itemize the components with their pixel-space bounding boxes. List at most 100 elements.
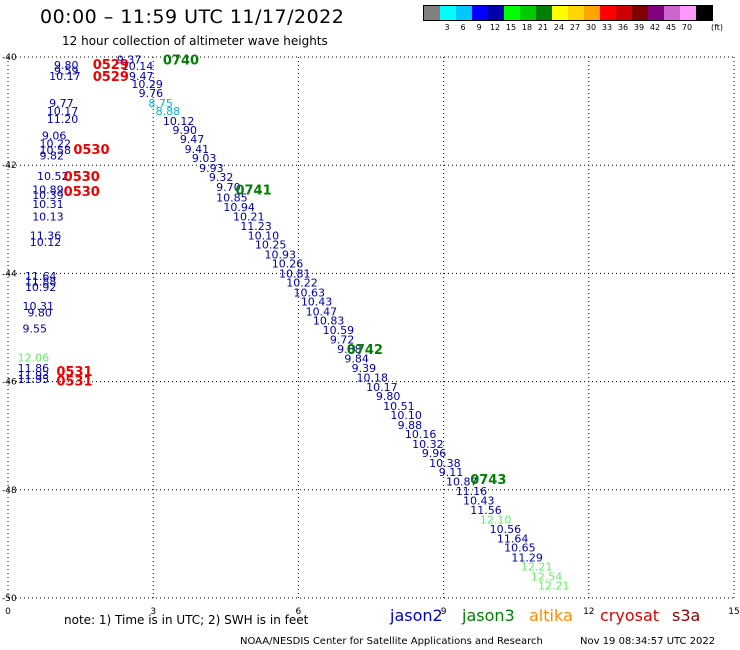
wave-height-point: 10.56 (490, 523, 521, 536)
wave-height-point: 9.96 (422, 447, 447, 460)
wave-height-point: 10.14 (122, 60, 153, 73)
wave-height-point: 10.65 (504, 542, 535, 555)
wave-height-point: 10.47 (306, 305, 338, 318)
legend-s3a: s3a (672, 606, 701, 625)
wave-height-point: 10.10 (390, 409, 422, 422)
chart-subtitle: 12 hour collection of altimeter wave hei… (62, 34, 328, 48)
pass-time-label: 0529 (93, 58, 129, 73)
legend-label: 33 (601, 23, 613, 32)
wave-height-point: 11.56 (470, 504, 502, 517)
legend-swatch (568, 6, 584, 20)
wave-height-point: 9.88 (398, 419, 423, 432)
wave-height-point: 9.80 (54, 59, 78, 72)
wave-height-point: 12.21 (538, 580, 570, 593)
wave-height-point: 10.92 (25, 281, 57, 294)
wave-height-point: 9.84 (344, 352, 369, 365)
wave-height-point: 10.31 (23, 300, 55, 313)
wave-height-point: 9.93 (199, 162, 224, 175)
wave-height-point: 10.32 (412, 438, 444, 451)
wave-height-point: 10.81 (279, 267, 311, 280)
wave-height-point: 11.93 (18, 369, 50, 382)
wave-height-point: 10.29 (131, 78, 163, 91)
legend-label: 18 (521, 23, 533, 32)
x-tick-label: 9 (441, 607, 447, 617)
legend-label: 27 (569, 23, 581, 32)
wave-height-point: 12.54 (531, 570, 563, 583)
wave-height-point: 11.88 (25, 276, 57, 289)
wave-height-point: 10.43 (301, 296, 333, 309)
legend-swatch (504, 6, 520, 20)
legend-swatch (632, 6, 648, 20)
wave-height-point: 9.03 (192, 152, 217, 165)
wave-height-point: 11.29 (511, 551, 543, 564)
wave-height-point: 10.87 (446, 476, 478, 489)
pass-time-label: 0741 (235, 184, 271, 199)
wave-height-point: 11.20 (47, 113, 79, 126)
wave-height-point: 9.32 (209, 171, 234, 184)
wave-height-point: 10.63 (294, 286, 326, 299)
legend-label: 6 (460, 23, 466, 32)
pass-time-label: 0743 (470, 473, 506, 488)
wave-height-point: 12.21 (521, 561, 553, 574)
wave-height-point: 10.39 (32, 189, 64, 202)
wave-height-point: 10.83 (313, 314, 345, 327)
legend-label: 9 (476, 23, 482, 32)
y-tick-label: -50 (2, 594, 17, 604)
wave-height-point: 10.22 (286, 277, 318, 290)
wave-height-point: 10.26 (272, 258, 304, 271)
x-tick-label: 3 (150, 607, 156, 617)
color-legend: 3 6 9 12 15 18 21 24 27 30 33 36 39 42 45 70 (ft) (423, 5, 723, 35)
x-tick-label: 0 (5, 607, 11, 617)
legend-label: 12 (489, 23, 501, 32)
legend-label: 42 (649, 23, 661, 32)
x-tick-label: 6 (296, 607, 302, 617)
legend-swatch (440, 6, 456, 20)
legend-label: 24 (553, 23, 565, 32)
credit-line: NOAA/NESDIS Center for Satellite Applica… (240, 636, 543, 647)
wave-height-point: 10.94 (223, 201, 255, 214)
wave-height-point: 10.59 (323, 324, 355, 337)
wave-height-point: 9.80 (376, 390, 401, 403)
y-tick-label: -42 (2, 161, 17, 171)
wave-height-point: 10.13 (32, 211, 64, 224)
y-tick-label: -40 (2, 53, 17, 63)
wave-height-point: 11.23 (240, 220, 272, 233)
wave-height-point: 9.47 (129, 70, 154, 83)
wave-height-point: 8.75 (148, 97, 173, 110)
wave-height-point: 12.06 (18, 351, 50, 364)
wave-height-point: 9.88 (337, 343, 362, 356)
y-tick-label: -48 (2, 486, 17, 496)
legend-label: 30 (585, 23, 597, 32)
wave-height-point: 10.22 (39, 138, 71, 151)
legend-swatch (456, 6, 472, 20)
wave-height-point: 9.90 (173, 124, 198, 137)
legend-swatch (536, 6, 552, 20)
legend-swatch (680, 6, 696, 20)
legend-swatch (472, 6, 488, 20)
pass-time-label: 0740 (163, 54, 199, 69)
pass-time-label: 0530 (64, 185, 100, 200)
legend-labels: 3 6 9 12 15 18 21 24 27 30 33 36 39 42 45 70 (ft) (423, 21, 723, 35)
wave-height-point: 10.93 (265, 248, 297, 261)
wave-height-point: 9.76 (139, 87, 164, 100)
legend-swatch (600, 6, 616, 20)
wave-height-point: 10.38 (429, 457, 461, 470)
wave-height-point: 10.43 (463, 495, 495, 508)
grid (7, 56, 735, 599)
wave-height-point: 11.95 (18, 373, 50, 386)
legend-jason3: jason3 (462, 606, 515, 625)
wave-height-point: 10.12 (30, 236, 61, 249)
wave-height-point: 9.47 (180, 133, 205, 146)
legend-swatch (616, 6, 632, 20)
wave-height-point: 11.86 (18, 362, 50, 375)
wave-height-point: 11.36 (30, 230, 61, 243)
legend-swatch (552, 6, 568, 20)
wave-height-point: 10.17 (49, 70, 81, 83)
wave-height-point: 10.18 (356, 371, 388, 384)
wave-height-point: 9.77 (49, 97, 74, 110)
pass-time-label: 0529 (93, 70, 129, 85)
wave-height-point: 11.64 (497, 532, 528, 545)
wave-height-point: 9.11 (439, 466, 464, 479)
legend-label: 70 (681, 23, 693, 32)
